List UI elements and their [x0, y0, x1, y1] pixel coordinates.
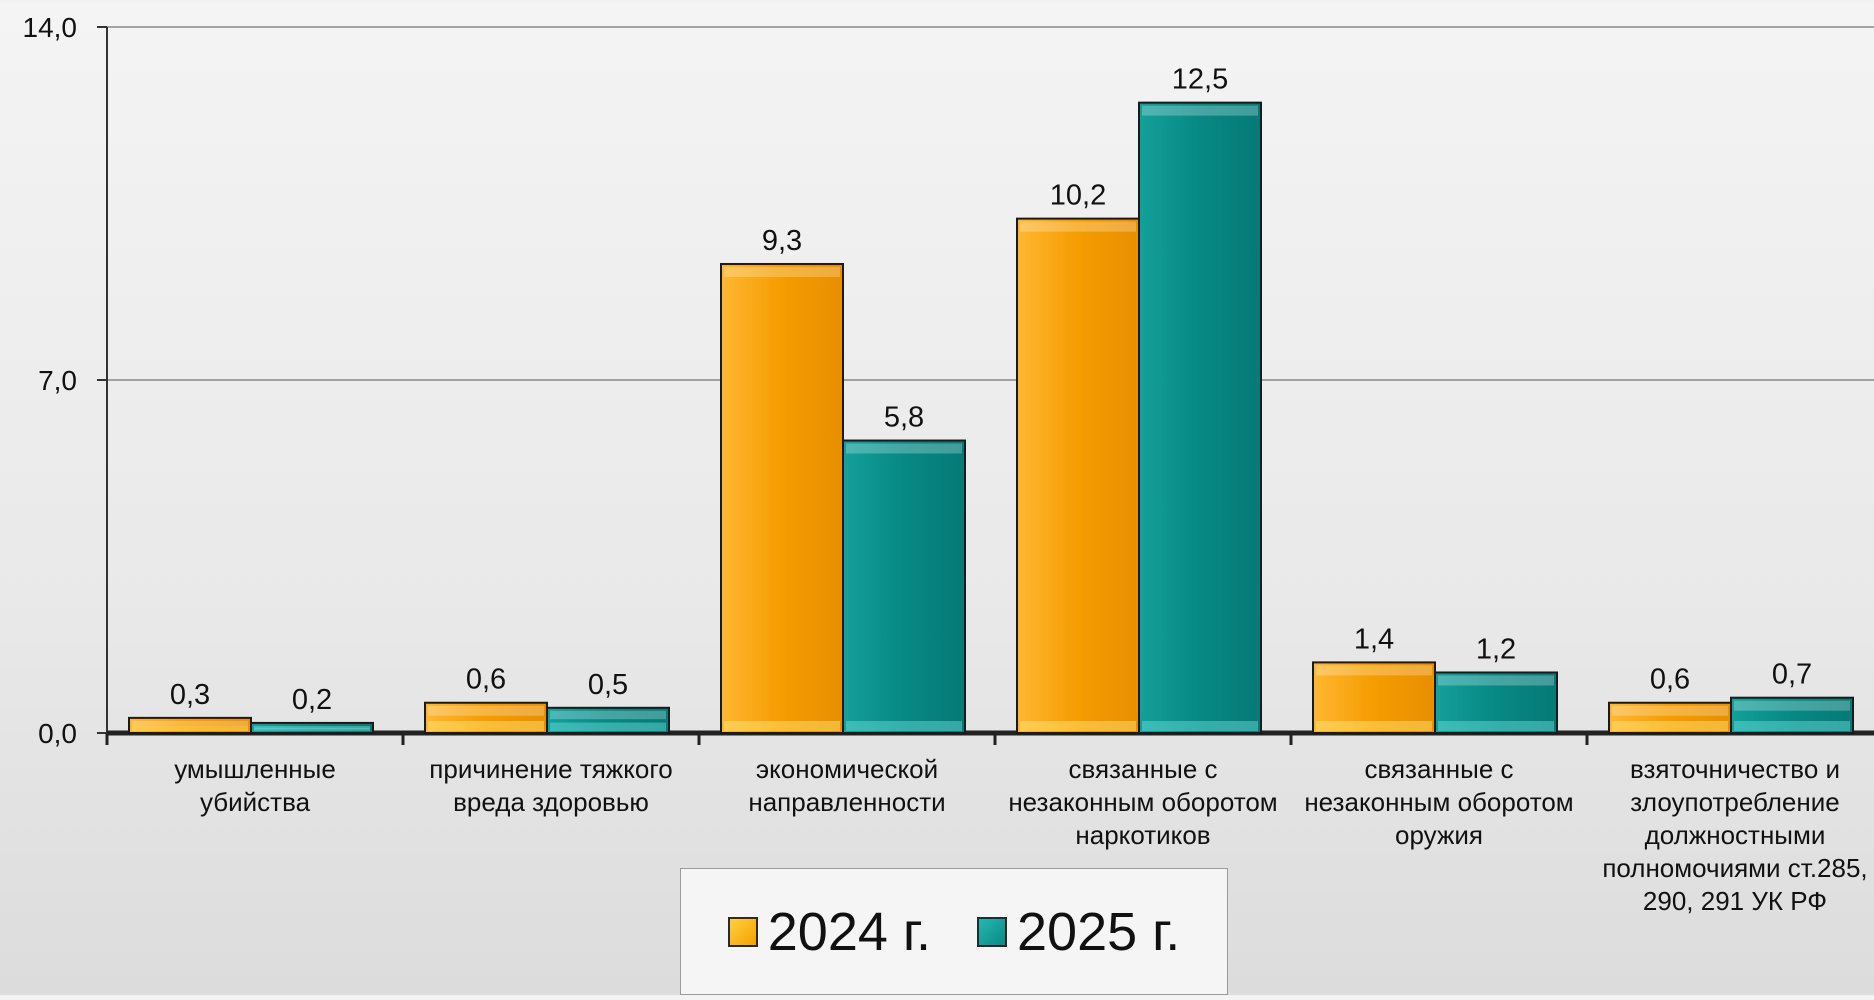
bar-bevel-top [428, 705, 544, 716]
legend: 2024 г. 2025 г. [680, 868, 1228, 995]
bar-2025 [546, 706, 670, 734]
bar-group [546, 706, 670, 734]
bar-bevel-bottom [1020, 721, 1136, 731]
bar-bevel-top [550, 710, 666, 720]
bar-group [1434, 671, 1558, 735]
bar-group [424, 701, 548, 735]
y-tick-label: 7,0 [38, 365, 77, 396]
bar-group [1730, 696, 1854, 735]
bar-2025 [842, 439, 966, 734]
data-label: 12,5 [1172, 64, 1228, 96]
x-tick-label: связанные с незаконным оборотом наркотиков [1008, 754, 1277, 850]
bar-2024 [1016, 217, 1140, 734]
bar-group [250, 721, 374, 735]
data-label: 0,2 [292, 684, 332, 716]
bar-bevel-bottom [254, 727, 370, 731]
bar-bevel-top [846, 443, 962, 454]
data-label: 0,6 [1650, 664, 1690, 696]
bar-bevel-bottom [1734, 721, 1850, 731]
bar-group [1016, 217, 1140, 734]
data-label: 10,2 [1050, 180, 1106, 212]
bar-bevel-top [1734, 700, 1850, 711]
bar-group [720, 263, 844, 734]
bar-group [128, 716, 252, 734]
x-tick-label: связанные с незаконным оборотом оружия [1304, 754, 1573, 850]
bar-group [842, 439, 966, 734]
x-tick-label: экономической направленности [748, 754, 945, 817]
data-label: 0,7 [1772, 659, 1812, 691]
data-label: 1,2 [1476, 633, 1516, 665]
bar-bevel-top [254, 725, 370, 730]
data-label: 5,8 [884, 402, 924, 434]
bar-bevel-top [1142, 105, 1258, 116]
legend-swatch [727, 916, 758, 947]
bar-bevel-top [1316, 665, 1432, 676]
legend-label: 2025 г. [1017, 901, 1181, 962]
bar-group [1312, 661, 1436, 735]
y-tick-label: 14,0 [23, 12, 78, 43]
bar-group [1138, 101, 1262, 734]
bar-group [1608, 701, 1732, 735]
legend-label: 2024 г. [767, 901, 931, 962]
bar-bevel-bottom [846, 721, 962, 731]
bar-bevel-bottom [1142, 721, 1258, 731]
bar-bevel-bottom [1612, 721, 1728, 731]
bar-bevel-top [724, 267, 840, 278]
bar-2024 [1312, 661, 1436, 735]
bar-2025 [250, 721, 374, 735]
x-tick-label: взяточничество и злоупотребление должностн… [1602, 754, 1867, 916]
bar-bevel-top [1612, 705, 1728, 716]
bar-bevel-top [1438, 675, 1554, 686]
x-tick-label: умышленные убийства [174, 754, 336, 817]
legend-swatch [977, 916, 1007, 947]
bar-bevel-bottom [1438, 721, 1554, 731]
bar-bevel-bottom [550, 722, 666, 731]
bar-2024 [1608, 701, 1732, 735]
bar-bevel-bottom [428, 721, 544, 731]
bar-2024 [720, 263, 844, 734]
bar-2025 [1730, 696, 1854, 735]
data-label: 1,4 [1354, 623, 1394, 655]
legend-item-2024: 2024 г. [727, 901, 931, 962]
bar-bevel-top [1020, 221, 1136, 232]
bar-2025 [1138, 101, 1262, 734]
data-label: 0,3 [170, 679, 210, 711]
bar-bevel-bottom [1316, 721, 1432, 731]
bar-2025 [1434, 671, 1558, 735]
data-label: 9,3 [762, 225, 802, 257]
y-tick-label: 0,0 [38, 718, 77, 749]
bar-2024 [424, 701, 548, 735]
data-label: 0,5 [588, 669, 628, 701]
data-label: 0,6 [466, 664, 506, 696]
legend-item-2025: 2025 г. [977, 905, 1180, 959]
bar-bevel-top [132, 720, 248, 726]
bar-bevel-bottom [724, 721, 840, 731]
bar-bevel-bottom [132, 725, 248, 731]
x-tick-label: причинение тяжкого вреда здоровью [429, 754, 672, 817]
